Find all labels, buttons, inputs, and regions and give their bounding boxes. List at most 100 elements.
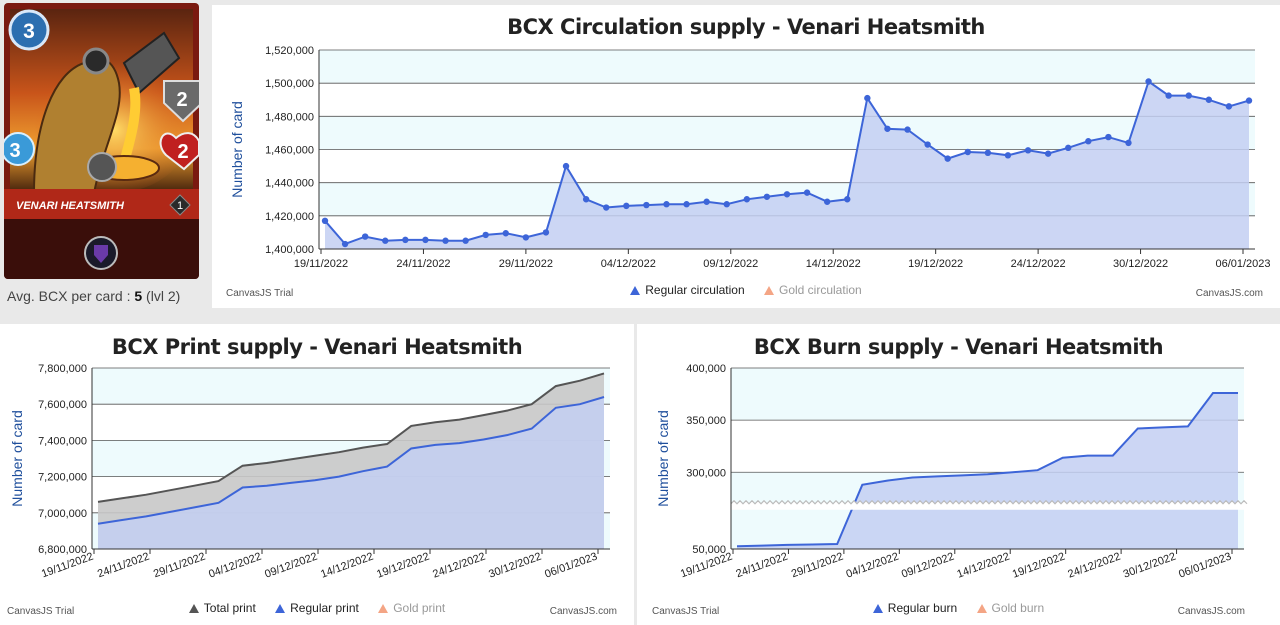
print-chart: 6,800,000 7,000,000 7,200,000 7,400,000 7,60… — [9, 363, 610, 581]
y-tick-label: 1,520,000 — [265, 45, 314, 57]
data-point — [743, 196, 751, 203]
data-point — [723, 201, 730, 208]
grid-band — [319, 50, 1255, 84]
data-point — [1225, 103, 1233, 110]
x-tick-label: 24/11/2022 — [396, 258, 450, 270]
data-point — [1185, 92, 1192, 99]
x-tick-label: 29/11/2022 — [499, 258, 553, 270]
legend-gold-circulation[interactable]: Gold circulation — [764, 283, 862, 297]
legend-gold-burn[interactable]: Gold burn — [976, 601, 1044, 615]
y-axis-label: Number of card — [9, 410, 25, 506]
data-point — [1044, 150, 1052, 157]
legend-regular-circulation[interactable]: Regular circulation — [630, 283, 745, 297]
card-image: VENARI HEATSMITH 3 2 3 2 1 — [4, 3, 199, 279]
data-point — [1085, 138, 1092, 145]
y-tick-label: 300,000 — [686, 467, 726, 479]
legend-regular-burn[interactable]: Regular burn — [872, 601, 957, 615]
mana-value: 3 — [23, 20, 35, 43]
grid-band — [731, 368, 1244, 421]
data-point — [1105, 133, 1112, 141]
series-line-regular-burn — [736, 392, 1238, 548]
data-point — [422, 236, 429, 244]
data-point — [361, 233, 369, 240]
burn-legend[interactable]: Regular burn Gold burn — [637, 601, 1280, 615]
y-tick-label: 400,000 — [686, 363, 726, 375]
axis-break-line — [730, 499, 1248, 505]
x-tick-label: 30/12/2022 — [487, 551, 543, 581]
y-tick-label: 50,000 — [692, 544, 726, 556]
x-tick-label: 29/11/2022 — [152, 551, 207, 581]
attack-value: 3 — [9, 140, 20, 162]
x-tick-label: 09/12/2022 — [263, 551, 319, 581]
x-tick-label: 24/12/2022 — [431, 551, 487, 581]
x-tick-label: 24/12/2022 — [1011, 258, 1066, 270]
data-point — [1165, 92, 1172, 99]
y-tick-label: 7,600,000 — [38, 399, 87, 411]
canvasjs-link[interactable]: CanvasJS.com — [1177, 606, 1245, 617]
x-tick-label: 06/01/2023 — [543, 551, 599, 581]
series-line-total-print — [97, 372, 605, 503]
x-tick-label: 06/01/2023 — [1215, 258, 1270, 270]
x-tick-label: 30/12/2022 — [1113, 258, 1168, 270]
y-tick-label: 7,000,000 — [38, 508, 87, 520]
y-tick-label: 1,500,000 — [265, 78, 314, 90]
print-legend[interactable]: Total print Regular print Gold print — [0, 601, 634, 615]
y-tick-label: 350,000 — [686, 415, 726, 427]
x-tick-label: 14/12/2022 — [319, 551, 375, 581]
circulation-chart: 1,400,000 1,420,000 1,440,000 1,460,000 1,48… — [229, 45, 1271, 270]
data-point — [562, 162, 570, 170]
data-point — [1245, 97, 1253, 104]
legend-total-print[interactable]: Total print — [188, 601, 256, 615]
data-point — [683, 201, 690, 208]
canvasjs-link[interactable]: CanvasJS.com — [549, 606, 617, 617]
data-point — [964, 148, 971, 156]
data-point — [763, 193, 771, 200]
x-tick-label: 04/12/2022 — [845, 551, 901, 581]
data-point — [1145, 78, 1152, 85]
data-point — [482, 231, 489, 239]
y-axis-label: Number of card — [229, 101, 245, 197]
canvasjs-trial-label: CanvasJS Trial — [226, 288, 294, 299]
data-point — [703, 198, 710, 205]
y-tick-label: 7,400,000 — [38, 435, 87, 447]
y-tick-label: 1,440,000 — [265, 178, 314, 190]
x-tick-label: 04/12/2022 — [601, 258, 656, 270]
data-point — [884, 125, 891, 132]
x-tick-label: 29/11/2022 — [790, 551, 845, 581]
data-point — [783, 191, 791, 198]
circulation-chart-title: BCX Circulation supply - Venari Heatsmit… — [507, 15, 985, 39]
data-point — [1125, 139, 1132, 147]
data-point — [382, 237, 389, 244]
x-tick-label: 24/12/2022 — [1066, 551, 1122, 581]
data-point — [462, 237, 469, 244]
x-tick-label: 19/12/2022 — [908, 258, 963, 270]
canvasjs-link[interactable]: CanvasJS.com — [1195, 288, 1263, 299]
x-tick-label: 09/12/2022 — [900, 551, 956, 581]
series-area-regular-burn — [737, 393, 1238, 549]
data-point — [542, 229, 550, 236]
y-tick-label: 1,460,000 — [265, 145, 314, 157]
data-point — [944, 155, 951, 162]
x-tick-label: 19/11/2022 — [294, 258, 348, 270]
health-value: 2 — [177, 141, 188, 163]
x-tick-label: 19/12/2022 — [1011, 551, 1067, 581]
circulation-legend[interactable]: Regular circulation Gold circulation — [212, 283, 1280, 297]
series-area-regular-circulation — [325, 81, 1249, 249]
legend-regular-print[interactable]: Regular print — [275, 601, 359, 615]
burn-chart-panel: BCX Burn supply - Venari Heatsmith 50,00… — [637, 324, 1280, 625]
x-tick-label: 30/12/2022 — [1122, 551, 1178, 581]
series-line-regular-print — [97, 396, 605, 525]
x-tick-label: 24/11/2022 — [734, 551, 789, 581]
x-tick-label: 04/12/2022 — [207, 551, 263, 581]
data-point — [623, 202, 630, 210]
data-point — [1065, 144, 1072, 152]
data-point — [1205, 96, 1213, 103]
data-point — [663, 201, 670, 208]
y-tick-label: 1,480,000 — [265, 111, 314, 123]
data-point — [1024, 147, 1032, 154]
x-tick-label: 06/01/2023 — [1177, 551, 1233, 581]
x-tick-label: 14/12/2022 — [955, 551, 1011, 581]
legend-gold-print[interactable]: Gold print — [378, 601, 445, 615]
y-tick-label: 1,400,000 — [265, 244, 314, 256]
data-point — [984, 149, 992, 157]
